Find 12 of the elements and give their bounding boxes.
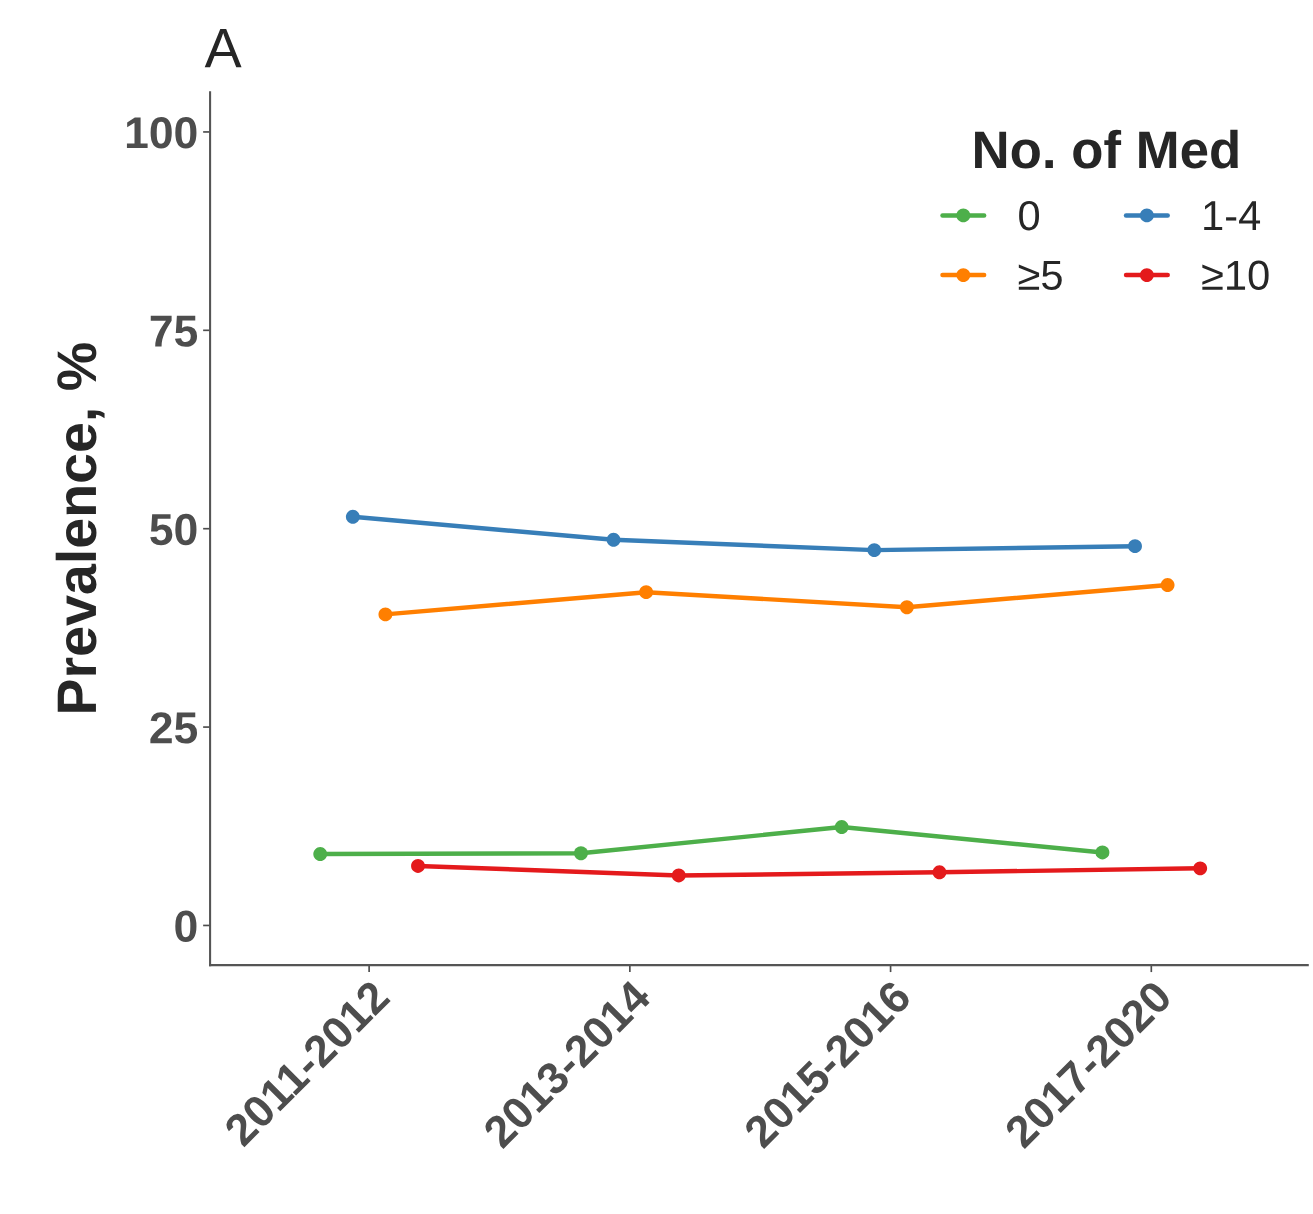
chart-title: A bbox=[204, 29, 242, 68]
legend-label: ≥5 bbox=[1018, 261, 1062, 291]
y-tick-label: 50 bbox=[150, 513, 197, 546]
legend-label: 1-4 bbox=[1204, 201, 1261, 230]
y-tick-label: 100 bbox=[126, 117, 197, 149]
y-tick-label: 25 bbox=[150, 712, 198, 744]
legend-label: 0 bbox=[1019, 200, 1040, 231]
y-tick-label: 75 bbox=[150, 315, 198, 347]
legend-label: ≥10 bbox=[1202, 260, 1269, 291]
y-axis-title: Prevalence, % bbox=[55, 343, 105, 712]
legend-title: No. of Med bbox=[975, 129, 1238, 169]
y-tick-label: 0 bbox=[175, 910, 197, 942]
